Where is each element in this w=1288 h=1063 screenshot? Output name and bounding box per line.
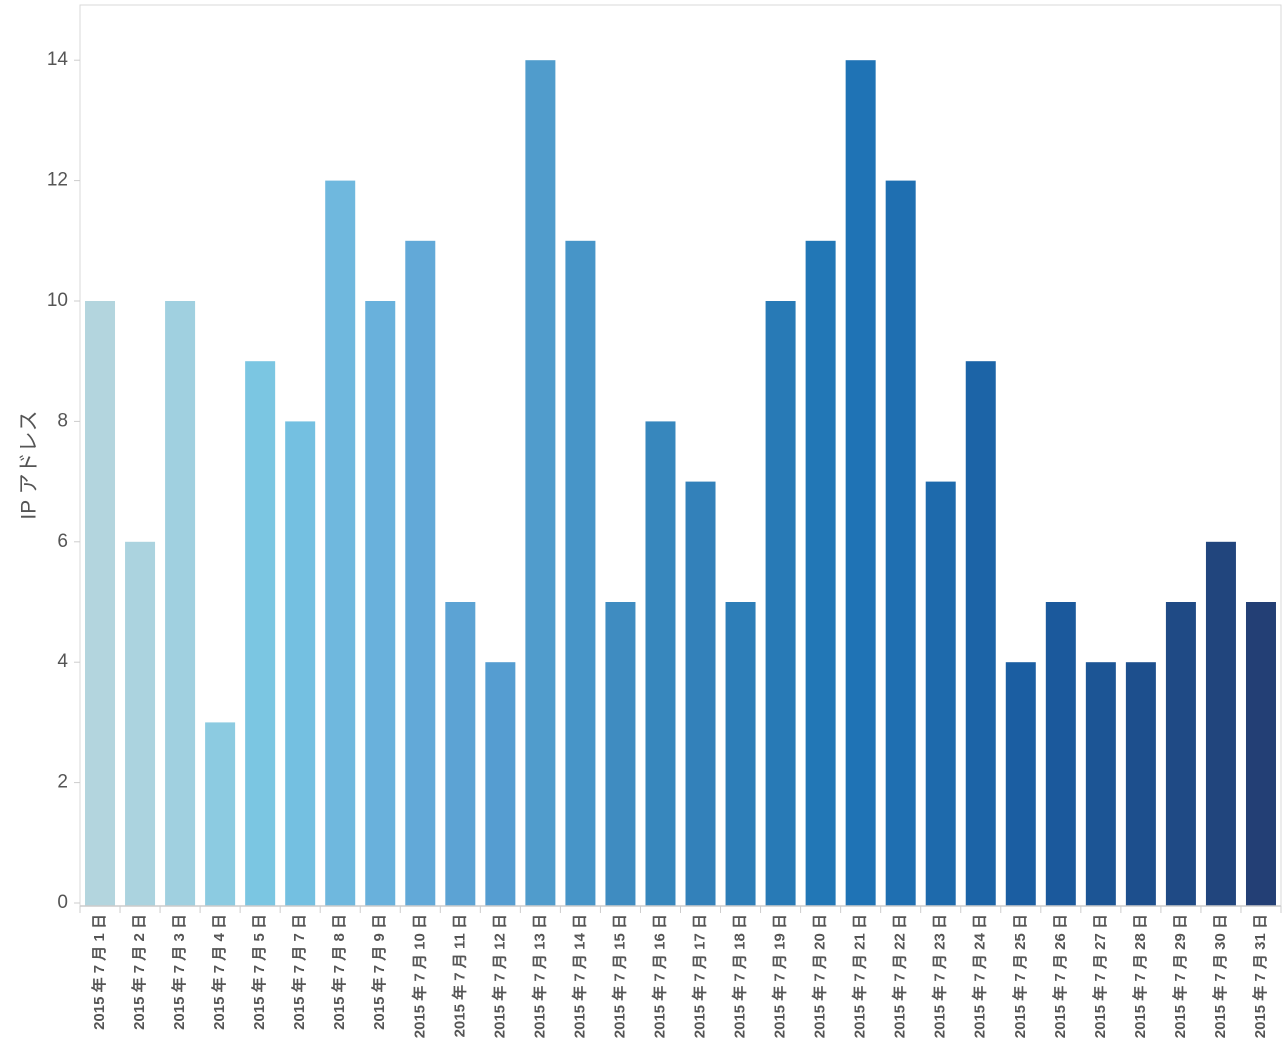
x-tick-label: 2015 年 7 月 4 日 [210, 914, 228, 1030]
y-tick-label: 14 [47, 49, 69, 70]
x-tick-label: 2015 年 7 月 5 日 [250, 914, 268, 1030]
y-tick-label: 12 [47, 170, 68, 191]
bar [925, 481, 956, 906]
y-tick-label: 4 [57, 651, 68, 672]
x-tick-label: 2015 年 7 月 23 日 [931, 914, 949, 1038]
bar [1205, 541, 1236, 906]
x-tick-label: 2015 年 7 月 8 日 [330, 914, 348, 1030]
x-tick-label: 2015 年 7 月 12 日 [490, 914, 508, 1038]
x-tick-label: 2015 年 7 月 21 日 [851, 914, 869, 1038]
bar [805, 240, 836, 907]
x-tick-label: 2015 年 7 月 29 日 [1171, 914, 1189, 1038]
bar [1045, 602, 1076, 906]
bar [85, 301, 116, 906]
y-tick-label: 6 [57, 531, 68, 552]
bar [1165, 602, 1196, 906]
x-tick-label: 2015 年 7 月 1 日 [90, 914, 108, 1030]
bar [365, 301, 396, 906]
bar [1125, 662, 1156, 906]
bar [165, 301, 196, 906]
bar [1085, 662, 1116, 906]
x-tick-label: 2015 年 7 月 3 日 [170, 914, 188, 1030]
y-tick-label: 0 [57, 892, 68, 913]
x-tick-label: 2015 年 7 月 11 日 [450, 914, 468, 1037]
bar [725, 602, 756, 906]
y-tick-label: 8 [57, 410, 68, 431]
x-tick-label: 2015 年 7 月 2 日 [130, 914, 148, 1030]
bar [405, 240, 436, 907]
bar [325, 180, 356, 907]
y-axis-title: IP アドレス [18, 410, 41, 519]
bar [125, 541, 156, 906]
x-tick-label: 2015 年 7 月 31 日 [1251, 914, 1269, 1038]
bar [885, 180, 916, 907]
bar [565, 240, 596, 907]
x-tick-label: 2015 年 7 月 16 日 [650, 914, 668, 1038]
bar [205, 722, 236, 906]
x-tick-label: 2015 年 7 月 10 日 [410, 914, 428, 1038]
x-tick-label: 2015 年 7 月 25 日 [1011, 914, 1029, 1038]
x-tick-label: 2015 年 7 月 7 日 [290, 914, 308, 1030]
bar [445, 602, 476, 906]
bar [685, 481, 716, 906]
bar [965, 361, 996, 906]
x-tick-label: 2015 年 7 月 9 日 [370, 914, 388, 1030]
bar [1005, 662, 1036, 906]
x-tick-label: 2015 年 7 月 13 日 [530, 914, 548, 1038]
x-tick-label: 2015 年 7 月 15 日 [610, 914, 628, 1038]
x-tick-label: 2015 年 7 月 18 日 [731, 914, 749, 1038]
x-tick-label: 2015 年 7 月 28 日 [1131, 914, 1149, 1038]
x-tick-label: 2015 年 7 月 14 日 [570, 914, 588, 1038]
y-tick-label: 2 [57, 772, 68, 793]
x-tick-label: 2015 年 7 月 27 日 [1091, 914, 1109, 1038]
bar [485, 662, 516, 906]
y-tick-label: 10 [47, 290, 68, 311]
x-tick-label: 2015 年 7 月 24 日 [971, 914, 989, 1038]
x-tick-label: 2015 年 7 月 22 日 [891, 914, 909, 1038]
x-tick-label: 2015 年 7 月 17 日 [690, 914, 708, 1038]
bar [245, 361, 276, 906]
x-tick-label: 2015 年 7 月 20 日 [811, 914, 829, 1038]
x-tick-label: 2015 年 7 月 26 日 [1051, 914, 1069, 1038]
bar [605, 602, 636, 906]
bar [645, 421, 676, 906]
bar [765, 301, 796, 906]
bar [845, 60, 876, 906]
bar [285, 421, 316, 906]
bar [525, 60, 556, 906]
x-tick-label: 2015 年 7 月 19 日 [771, 914, 789, 1038]
bar [1245, 602, 1276, 906]
x-tick-label: 2015 年 7 月 30 日 [1211, 914, 1229, 1038]
